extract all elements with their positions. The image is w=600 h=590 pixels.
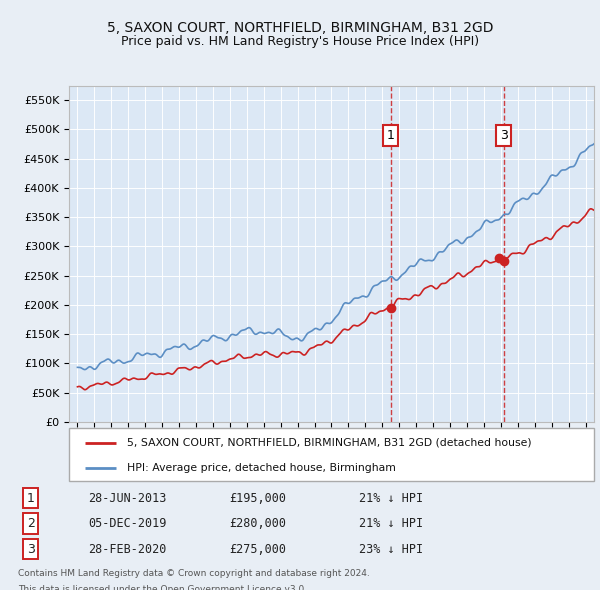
Text: 28-FEB-2020: 28-FEB-2020 xyxy=(88,543,167,556)
Text: 21% ↓ HPI: 21% ↓ HPI xyxy=(359,517,423,530)
Text: £195,000: £195,000 xyxy=(229,491,286,504)
Text: 1: 1 xyxy=(27,491,35,504)
Text: 3: 3 xyxy=(27,543,35,556)
Text: £280,000: £280,000 xyxy=(229,517,286,530)
Text: 2: 2 xyxy=(27,517,35,530)
Text: Price paid vs. HM Land Registry's House Price Index (HPI): Price paid vs. HM Land Registry's House … xyxy=(121,35,479,48)
Text: 5, SAXON COURT, NORTHFIELD, BIRMINGHAM, B31 2GD (detached house): 5, SAXON COURT, NORTHFIELD, BIRMINGHAM, … xyxy=(127,438,532,448)
Text: 3: 3 xyxy=(500,129,508,142)
Text: HPI: Average price, detached house, Birmingham: HPI: Average price, detached house, Birm… xyxy=(127,463,395,473)
Text: 21% ↓ HPI: 21% ↓ HPI xyxy=(359,491,423,504)
Text: 23% ↓ HPI: 23% ↓ HPI xyxy=(359,543,423,556)
Text: Contains HM Land Registry data © Crown copyright and database right 2024.: Contains HM Land Registry data © Crown c… xyxy=(18,569,370,578)
Text: 28-JUN-2013: 28-JUN-2013 xyxy=(88,491,167,504)
Text: 1: 1 xyxy=(386,129,395,142)
Text: 5, SAXON COURT, NORTHFIELD, BIRMINGHAM, B31 2GD: 5, SAXON COURT, NORTHFIELD, BIRMINGHAM, … xyxy=(107,21,493,35)
Text: £275,000: £275,000 xyxy=(229,543,286,556)
FancyBboxPatch shape xyxy=(69,428,594,481)
Text: 05-DEC-2019: 05-DEC-2019 xyxy=(88,517,167,530)
Text: This data is licensed under the Open Government Licence v3.0.: This data is licensed under the Open Gov… xyxy=(18,585,307,590)
